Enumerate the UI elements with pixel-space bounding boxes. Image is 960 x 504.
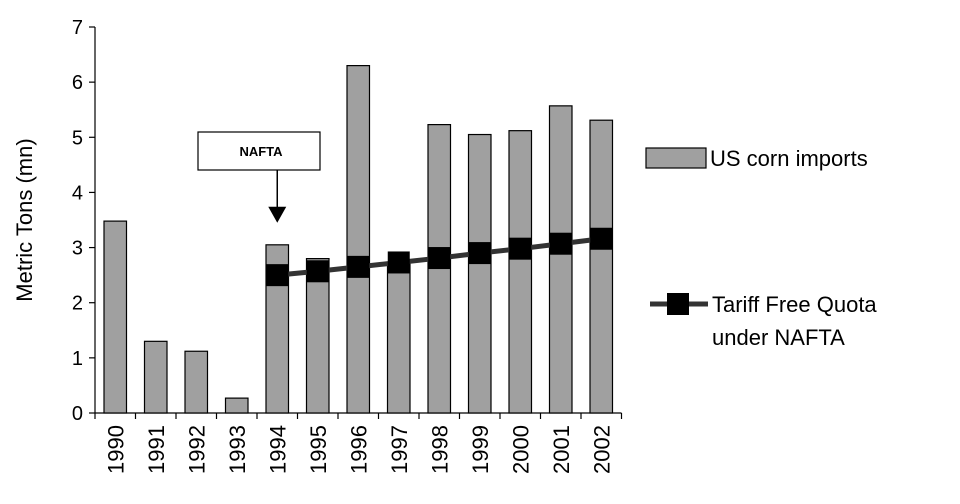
bar-1994 [265,244,290,414]
y-tick-label: 7 [72,17,83,39]
bar-1999 [467,133,492,414]
tariff-quota-marker-1995 [306,260,329,283]
x-tick-label-1997: 1997 [387,425,412,474]
tariff-quota-marker-2000 [509,237,532,260]
bar-1995 [305,258,330,414]
tariff-quota-marker-1998 [428,247,451,270]
plot-area: 0 1 2 3 4 5 6 7 1990 1991 1992 1993 1994 1995 1996 1997… [72,17,623,474]
x-tick-label-1998: 1998 [427,425,452,474]
y-tick-label: 2 [72,293,83,315]
nafta-annotation-arrow-head [268,206,287,223]
tariff-quota-marker-2001 [549,232,572,255]
legend-line-marker [667,293,689,315]
bar-1993 [224,397,249,414]
x-tick-label-2002: 2002 [589,425,614,474]
x-tick-label-1992: 1992 [184,425,209,474]
y-tick-label: 5 [72,127,83,149]
legend: US corn imports Tariff Free Quota under … [645,146,877,350]
bar-1996 [346,64,371,414]
x-tick-label-1993: 1993 [225,425,250,474]
bar-1991 [143,340,168,414]
legend-label-us-corn-imports: US corn imports [710,146,868,171]
nafta-annotation-label: NAFTA [239,144,283,159]
x-tick-label-1996: 1996 [346,425,371,474]
y-tick-label: 3 [72,238,83,260]
y-tick-label: 0 [72,403,83,425]
bar-2000 [508,130,533,414]
x-tick-label-1995: 1995 [306,425,331,474]
bar-1990 [103,220,128,414]
tariff-quota-marker-2002 [590,227,613,250]
bar-1992 [184,350,209,414]
y-axis-label: Metric Tons (mn) [12,138,37,301]
tariff-quota-marker-1994 [266,264,289,287]
legend-bar-swatch [645,147,707,169]
x-tick-label-1999: 1999 [468,425,493,474]
x-tick-label-1994: 1994 [265,425,290,474]
legend-label-tariff-quota-line1: Tariff Free Quota [712,292,877,317]
nafta-annotation: NAFTA [197,131,321,223]
tariff-quota-marker-1999 [468,242,491,265]
tariff-quota-marker-1997 [387,251,410,274]
y-tick-label: 6 [72,72,83,94]
x-tick-label-1990: 1990 [103,425,128,474]
bar-2001 [548,105,573,414]
nafta-annotation-box [197,131,321,171]
legend-label-tariff-quota-line2: under NAFTA [712,325,845,350]
x-tick-label-2001: 2001 [549,425,574,474]
y-tick-label: 4 [72,182,83,204]
tariff-quota-marker-1996 [347,255,370,278]
bar-2002 [589,119,614,414]
bar-1997 [386,263,411,414]
x-tick-label-2000: 2000 [508,425,533,474]
y-tick-label: 1 [72,348,83,370]
x-tick-label-1991: 1991 [144,425,169,474]
